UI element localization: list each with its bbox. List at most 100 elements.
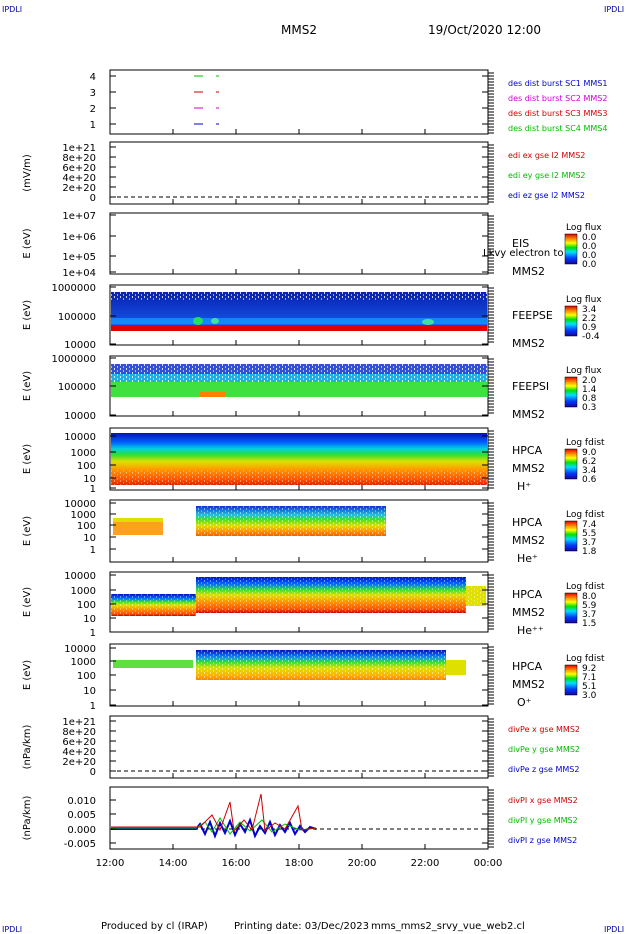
feepse-band-noise [111, 292, 487, 300]
legend-entry-edi-0: edi ex gse l2 MMS2 [508, 151, 585, 160]
legend-entry-burst-0: des dist burst SC1 MMS1 [508, 79, 607, 88]
colorbar-tick-eis-2: 0.0 [582, 251, 597, 261]
feepse-blob-1 [193, 317, 203, 325]
colorbar-tick-hpca_h-2: 3.4 [582, 466, 597, 476]
y-tick-label-divpi-3: -0.005 [64, 839, 96, 850]
colorbar-tick-hpca_he-1: 5.5 [582, 529, 596, 539]
y-tick-label-hpca_o-2: 100 [77, 671, 96, 682]
feepse-blob-2 [211, 318, 219, 324]
y-tick-label-eis-2: 1e+05 [62, 252, 96, 263]
y-tick-label-eis-3: 1e+04 [62, 268, 96, 279]
divpi-series-x [111, 793, 317, 833]
y-tick-label-burst-3: 1 [90, 120, 96, 131]
y-tick-label-hpca_he-2: 100 [77, 521, 96, 532]
y-tick-label-divpe-4: 2e+20 [62, 757, 96, 768]
side-label-feepsi-0: FEEPSI [512, 380, 549, 393]
side-label-eis-0: EIS [512, 237, 529, 250]
y-tick-label-hpca_o-4: 1 [90, 701, 96, 712]
colorbar-feepse [564, 305, 578, 337]
colorbar-tick-hpca_hepp-1: 5.9 [582, 601, 597, 611]
y-tick-label-hpca_o-3: 10 [83, 686, 96, 697]
colorbar-tick-hpca_he-0: 7.4 [582, 520, 597, 530]
y-tick-label-burst-2: 2 [90, 104, 96, 115]
hpca-he-spectrogram [113, 506, 386, 536]
side-label-hpca_hepp-0: HPCA [512, 588, 543, 601]
colorbar-eis [564, 233, 578, 265]
feepse-blob-3 [422, 319, 434, 325]
x-tick-label-3: 18:00 [285, 858, 314, 869]
feepse-spectrogram [111, 292, 487, 331]
y-tick-label-hpca_he-4: 1 [90, 545, 96, 556]
colorbar-tick-feepsi-3: 0.3 [582, 403, 596, 413]
hpca-hepp-spectrogram [111, 577, 487, 617]
colorbar-hpca_hepp [564, 592, 578, 624]
legend-entry-divpe-2: divPe z gse MMS2 [508, 765, 579, 774]
footer-produced: Produced by cl (IRAP) [101, 921, 208, 932]
y-axis-label-hpca_h: E (eV) [22, 444, 33, 474]
y-tick-label-burst-0: 4 [90, 72, 96, 83]
colorbar-tick-feepsi-1: 1.4 [582, 385, 597, 395]
burst-marks [194, 75, 219, 125]
y-tick-label-divpi-1: 0.005 [67, 810, 96, 821]
hpca-hepp-noise [111, 577, 487, 617]
y-tick-label-feepse-0: 1000000 [51, 283, 96, 294]
x-tick-label-1: 14:00 [159, 858, 188, 869]
side-label-hpca_he-1: MMS2 [512, 534, 545, 547]
y-tick-label-eis-0: 1e+07 [62, 211, 96, 222]
y-axis-label-hpca_hepp: E (eV) [22, 587, 33, 617]
y-tick-label-divpe-1: 8e+20 [62, 727, 96, 738]
side-label-hpca_h-0: HPCA [512, 444, 543, 457]
x-tick-label-2: 16:00 [222, 858, 251, 869]
y-tick-label-hpca_h-3: 10 [83, 474, 96, 485]
y-axis-label-divpe: (nPa/km) [22, 725, 33, 770]
colorbar-tick-feepsi-0: 2.0 [582, 376, 597, 386]
feepsi-band-orange [200, 392, 225, 397]
y-axis-label-eis: E (eV) [22, 228, 33, 258]
legend-entry-edi-2: edi ez gse l2 MMS2 [508, 191, 585, 200]
x-tick-label-0: 12:00 [96, 858, 125, 869]
y-tick-label-edi-3: 4e+20 [62, 173, 96, 184]
colorbar-tick-hpca_hepp-2: 3.7 [582, 610, 596, 620]
spacecraft-title: MMS2 [281, 23, 317, 37]
hpca-o-left [113, 660, 193, 668]
feepse-band-cyan [111, 318, 487, 324]
y-tick-label-divpe-2: 6e+20 [62, 737, 96, 748]
y-axis-label-edi: (mV/m) [22, 154, 33, 192]
colorbar-tick-eis-3: 0.0 [582, 260, 597, 270]
feepsi-band-top-noise [111, 364, 487, 374]
hpca-o-noise [196, 650, 446, 680]
y-axis-label-feepse: E (eV) [22, 300, 33, 330]
y-tick-label-hpca_h-1: 1000 [71, 448, 96, 459]
side-label-hpca_he-0: HPCA [512, 516, 543, 529]
hpca-he-left-top [113, 518, 163, 522]
panel-frame-eis [109, 212, 489, 275]
footer-printing: Printing date: 03/Dec/2023 [234, 921, 369, 932]
colorbar-tick-hpca_he-3: 1.8 [582, 547, 597, 557]
hpca-he-noise [196, 506, 386, 536]
side-label-hpca_o-0: HPCA [512, 660, 543, 673]
y-tick-label-burst-1: 3 [90, 88, 96, 99]
legend-entry-divpi-1: divPI y gse MMS2 [508, 816, 578, 825]
hpca-o-right [446, 660, 466, 675]
colorbar-tick-eis-0: 0.0 [582, 233, 597, 243]
side-label-feepse-0: FEEPSE [512, 309, 553, 322]
side-label-hpca_h-2: H⁺ [517, 480, 531, 493]
y-axis-label-divpi: (nPa/km) [22, 796, 33, 841]
colorbar-hpca_h [564, 448, 578, 480]
feepsi-band-cyan-noise [111, 374, 487, 382]
colorbar-tick-hpca_h-3: 0.6 [582, 475, 597, 485]
hpca-h-noise [111, 470, 487, 485]
y-tick-label-divpe-3: 4e+20 [62, 747, 96, 758]
colorbar-tick-hpca_hepp-3: 1.5 [582, 619, 596, 629]
colorbar-tick-feepsi-2: 0.8 [582, 394, 597, 404]
y-axis-label-hpca_he: E (eV) [22, 516, 33, 546]
legend-entry-edi-1: edi ey gse l2 MMS2 [508, 171, 586, 180]
x-tick-label-6: 00:00 [474, 858, 503, 869]
y-axis-label-feepsi: E (eV) [22, 371, 33, 401]
y-tick-label-feepse-2: 10000 [64, 340, 96, 351]
colorbar-tick-hpca_hepp-0: 8.0 [582, 592, 597, 602]
side-label-feepse-1: MMS2 [512, 337, 545, 350]
y-tick-label-divpi-2: 0.000 [67, 825, 96, 836]
y-tick-label-edi-5: 0 [90, 193, 96, 204]
legend-entry-burst-1: des dist burst SC2 MMS2 [508, 94, 607, 103]
